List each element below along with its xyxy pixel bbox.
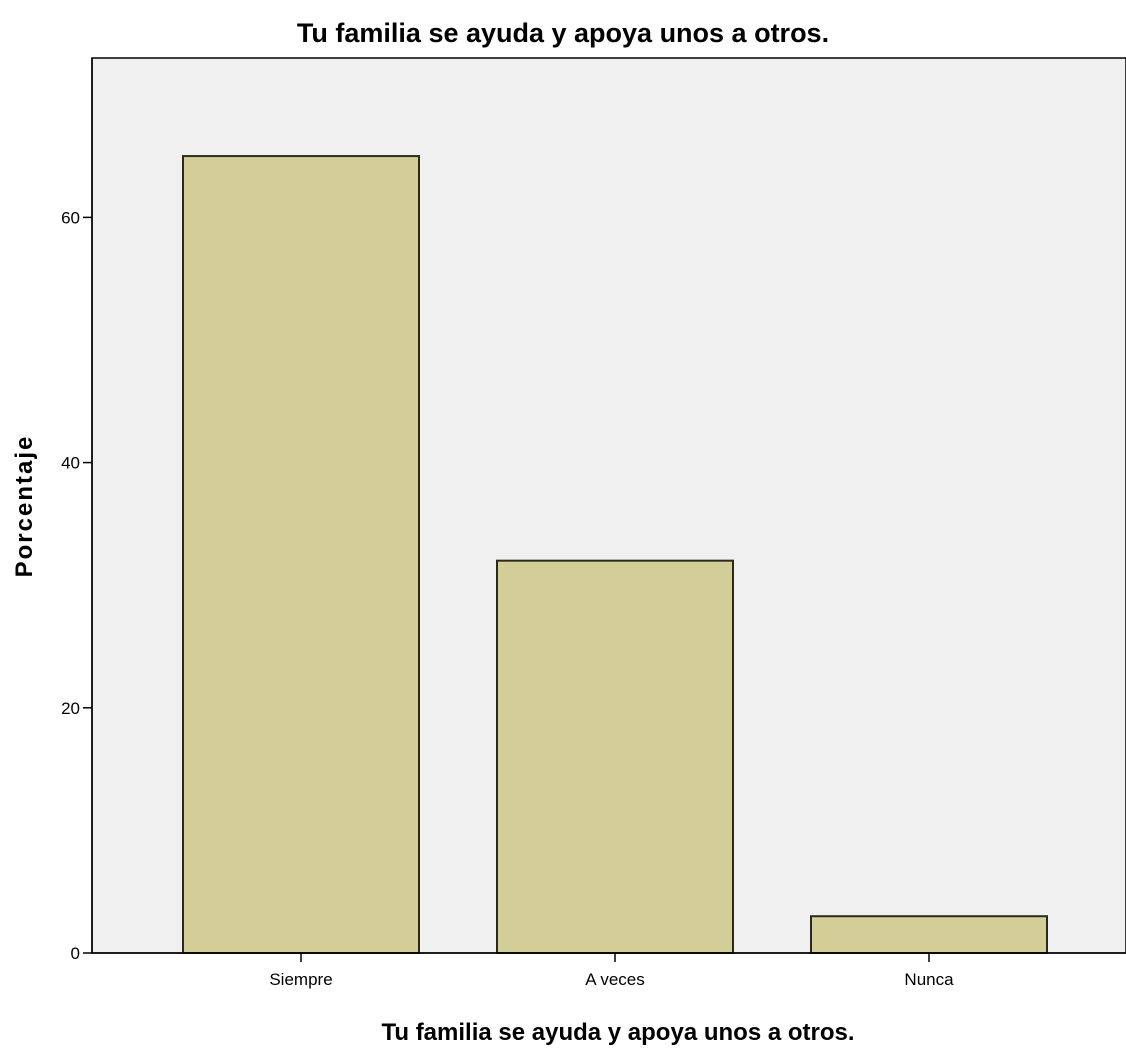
y-tick-label: 0 <box>71 944 80 963</box>
chart-title: Tu familia se ayuda y apoya unos a otros… <box>297 18 829 48</box>
y-tick-label: 20 <box>61 699 80 718</box>
x-tick-label: A veces <box>585 970 645 989</box>
y-axis-title: Porcentaje <box>11 435 38 578</box>
x-tick-label: Nunca <box>904 970 954 989</box>
bar-nunca <box>810 915 1048 954</box>
y-tick-label: 60 <box>61 208 80 227</box>
x-axis-title: Tu familia se ayuda y apoya unos a otros… <box>381 1019 854 1046</box>
y-tick-label: 40 <box>61 454 80 473</box>
bar-siempre <box>182 155 420 954</box>
x-ticks-group: Siempre A veces Nunca <box>269 953 954 989</box>
x-tick-label: Siempre <box>269 970 332 989</box>
bar-a-veces <box>496 559 734 954</box>
y-ticks-group: 0 20 40 60 <box>61 208 92 963</box>
